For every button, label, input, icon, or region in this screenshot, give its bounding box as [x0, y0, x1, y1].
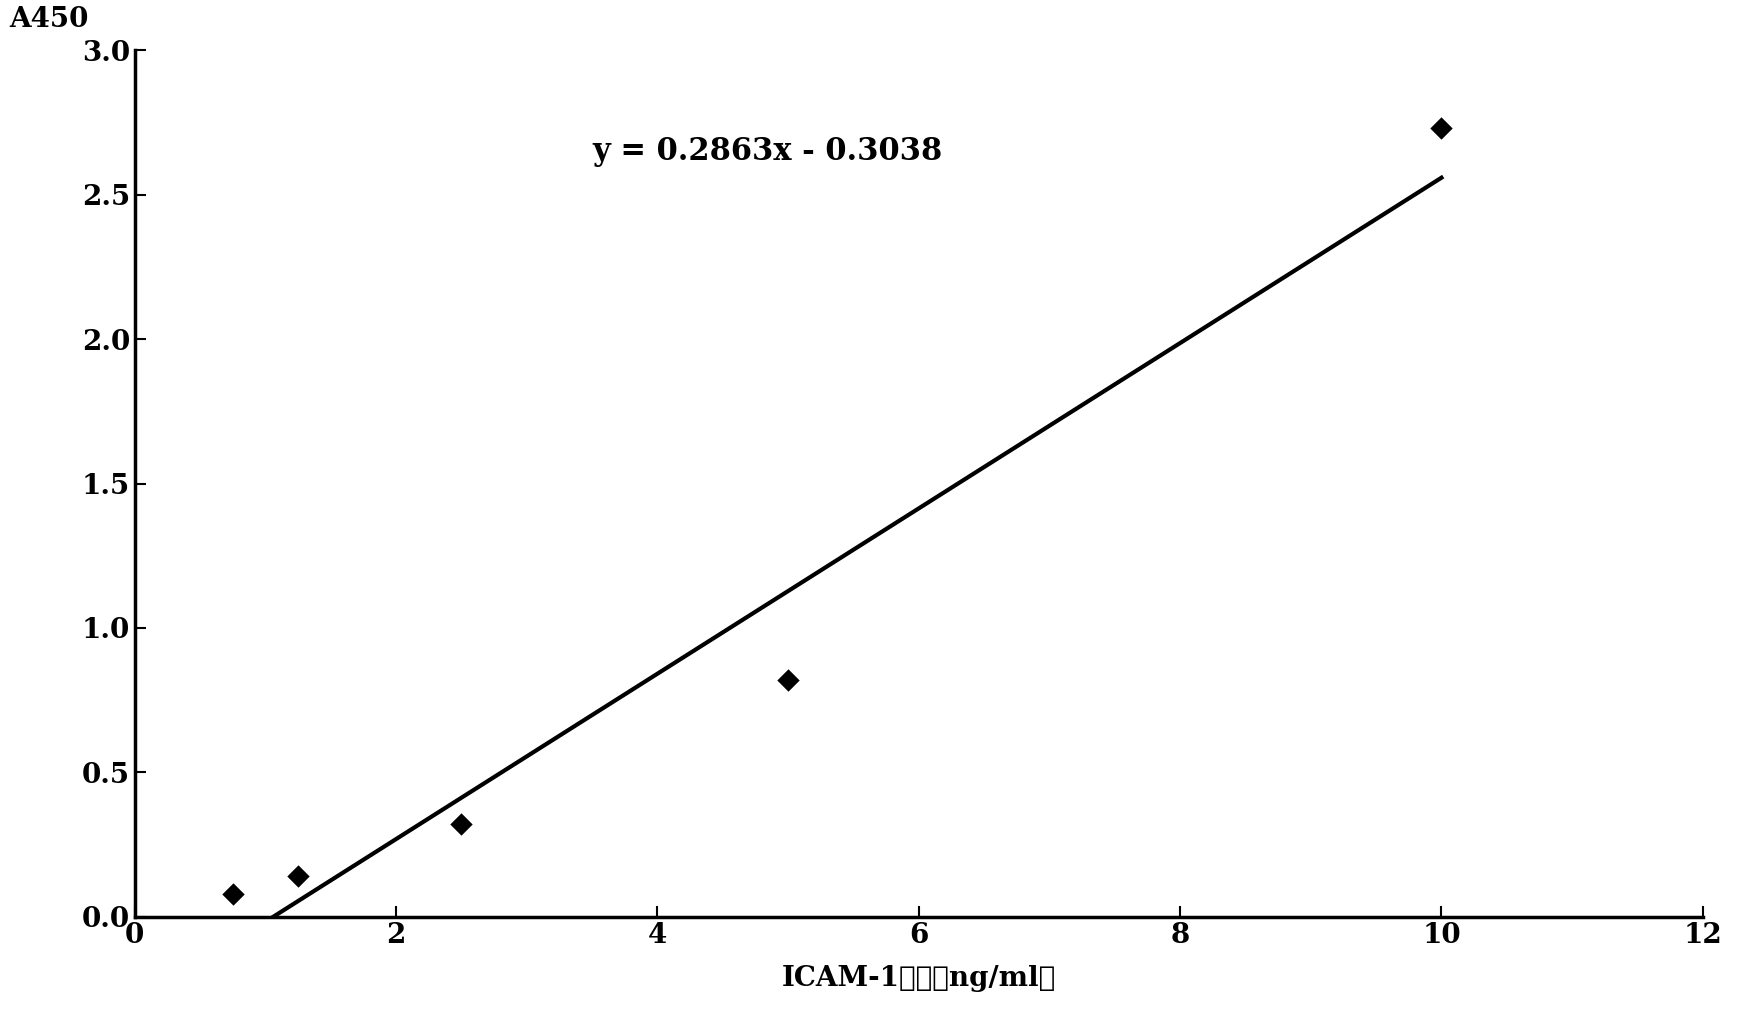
Y-axis label: A450: A450 [9, 6, 89, 33]
Point [284, 868, 312, 884]
Point [1428, 121, 1455, 137]
Point [774, 672, 802, 688]
X-axis label: ICAM-1浓度（ng/ml）: ICAM-1浓度（ng/ml） [781, 965, 1056, 992]
Text: y = 0.2863x - 0.3038: y = 0.2863x - 0.3038 [593, 136, 943, 167]
Point [448, 816, 476, 833]
Point [220, 885, 248, 902]
